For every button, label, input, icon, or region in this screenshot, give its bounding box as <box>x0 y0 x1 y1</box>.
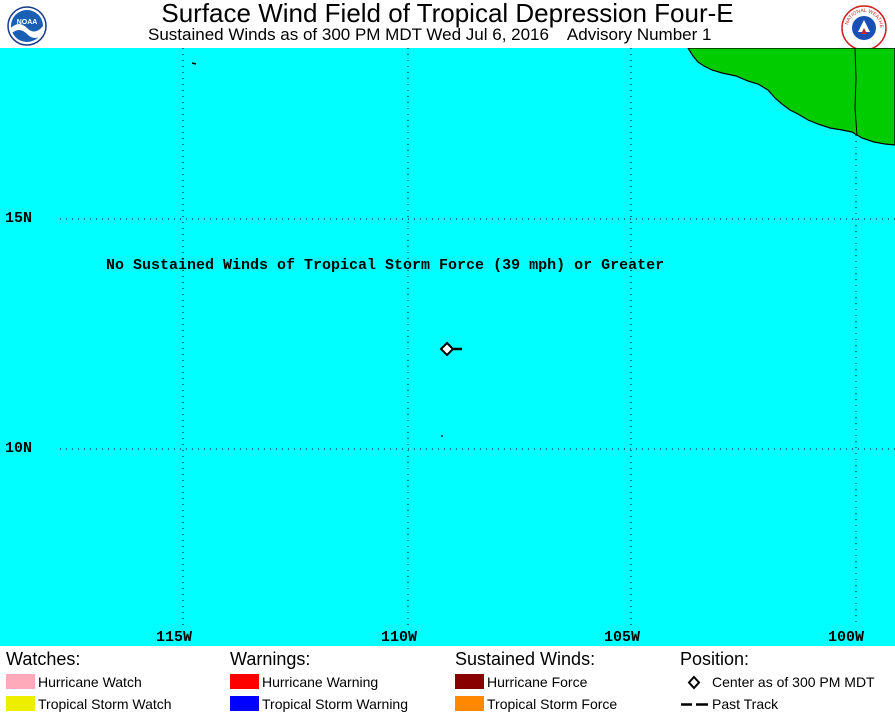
lon-label-110w: 110W <box>381 629 418 646</box>
legend-item-center: Center as of 300 PM MDT <box>680 673 875 693</box>
legend-label: Hurricane Watch <box>38 674 142 690</box>
noaa-logo-icon: NOAA <box>7 6 47 46</box>
swatch-tropical-storm-watch <box>6 696 35 711</box>
page-subtitle: Sustained Winds as of 300 PM MDT Wed Jul… <box>148 25 712 44</box>
legend-item-tropical-storm-force: Tropical Storm Force <box>455 695 617 715</box>
lon-label-105w: 105W <box>604 629 641 646</box>
legend-heading-warnings: Warnings: <box>230 649 311 669</box>
lon-label-115w: 115W <box>156 629 193 646</box>
dash-line-icon <box>681 703 708 706</box>
header: NOAA Surface Wind Field of Tropical Depr… <box>0 0 895 51</box>
swatch-tropical-storm-force <box>455 696 484 711</box>
legend-item-hurricane-watch: Hurricane Watch <box>6 673 142 693</box>
grid-lines <box>60 48 895 626</box>
legend-item-tropical-storm-warning: Tropical Storm Warning <box>230 695 408 715</box>
state-border <box>854 48 858 136</box>
legend-label: Hurricane Force <box>487 674 588 690</box>
legend-item-past-track: Past Track <box>680 695 778 715</box>
legend-label: Center as of 300 PM MDT <box>712 674 875 690</box>
legend-item-hurricane-warning: Hurricane Warning <box>230 673 378 693</box>
storm-center-diamond-icon <box>439 341 455 357</box>
wind-field-map <box>0 48 895 646</box>
legend-heading-watches: Watches: <box>6 649 81 669</box>
island-mark <box>441 435 443 437</box>
legend-heading-position: Position: <box>680 649 750 669</box>
legend-winds: Sustained Winds: Hurricane Force Tropica… <box>455 649 617 712</box>
land-mexico <box>687 48 895 146</box>
page-title: Surface Wind Field of Tropical Depressio… <box>161 0 734 28</box>
legend-warnings: Warnings: Hurricane Warning Tropical Sto… <box>230 649 408 712</box>
legend-watches: Watches: Hurricane Watch Tropical Storm … <box>6 649 172 712</box>
noaa-logo-text: NOAA <box>17 19 38 26</box>
legend-label: Tropical Storm Warning <box>262 696 409 712</box>
lat-label-15n: 15N <box>5 210 33 227</box>
legend-item-hurricane-force: Hurricane Force <box>455 673 587 693</box>
diamond-icon <box>687 675 701 690</box>
legend-heading-winds: Sustained Winds: <box>455 649 596 669</box>
legend-item-tropical-storm-watch: Tropical Storm Watch <box>6 695 172 715</box>
legend-label: Hurricane Warning <box>262 674 379 690</box>
legend: Watches: Hurricane Watch Tropical Storm … <box>0 646 895 716</box>
legend-position: Position: Center as of 300 PM MDT Past T… <box>680 649 875 712</box>
swatch-tropical-storm-warning <box>230 696 259 711</box>
island-mark <box>191 62 197 65</box>
lon-label-100w: 100W <box>828 629 865 646</box>
legend-label: Tropical Storm Watch <box>38 696 172 712</box>
swatch-hurricane-force <box>455 674 484 689</box>
swatch-hurricane-watch <box>6 674 35 689</box>
legend-label: Tropical Storm Force <box>487 696 618 712</box>
swatch-hurricane-warning <box>230 674 259 689</box>
wind-notice: No Sustained Winds of Tropical Storm For… <box>106 257 665 274</box>
nws-logo-icon: NATIONAL WEATHER SERVICE <box>840 4 887 51</box>
lat-label-10n: 10N <box>5 440 33 457</box>
legend-label: Past Track <box>712 696 779 712</box>
